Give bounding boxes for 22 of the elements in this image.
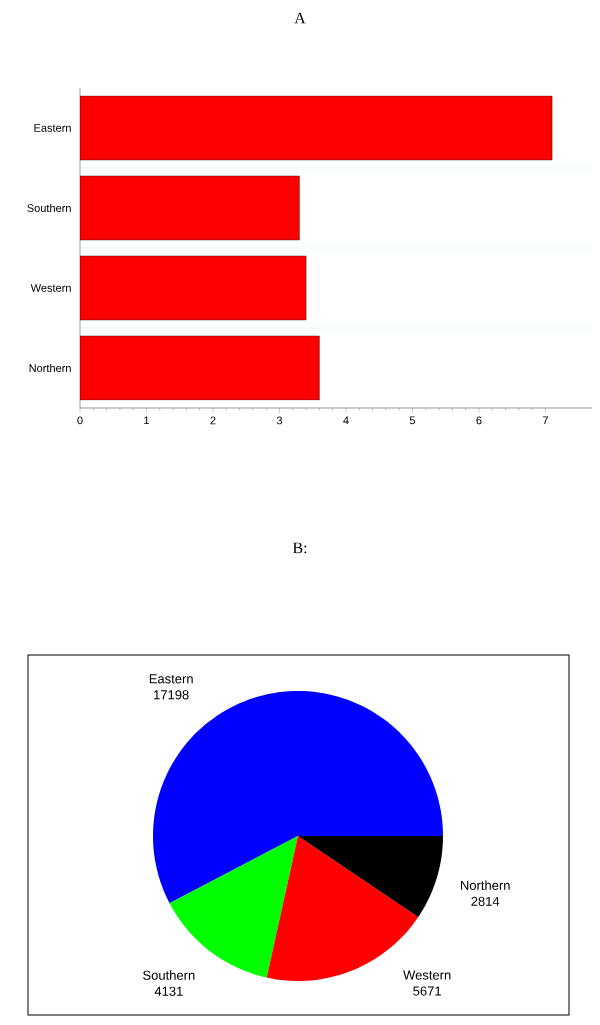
data-label: 4131 xyxy=(154,986,183,996)
chart-title: B: xyxy=(292,542,307,554)
x-tick-label: 1 xyxy=(144,416,150,425)
x-tick-label: 7 xyxy=(542,416,548,425)
x-tick-label: 4 xyxy=(343,416,349,425)
y-tick-label: Northern xyxy=(29,363,71,373)
y-tick-label: Western xyxy=(30,284,71,292)
slice-label: Western xyxy=(403,970,451,980)
x-tick-label: 6 xyxy=(476,416,482,425)
slice-label: Southern xyxy=(143,970,195,980)
chart-title: A xyxy=(294,12,306,24)
y-tick-label: Eastern xyxy=(34,124,71,132)
x-tick-label: 3 xyxy=(276,416,283,425)
data-label: 17198 xyxy=(154,690,189,700)
slice-label: Northern xyxy=(460,880,510,890)
x-tick-label: 2 xyxy=(210,416,216,425)
y-tick-label: Southern xyxy=(27,203,71,213)
data-label: 5671 xyxy=(413,986,441,996)
x-tick-label: 5 xyxy=(409,416,416,425)
data-label: 2814 xyxy=(471,896,500,906)
slice-label: Eastern xyxy=(149,674,193,684)
x-tick-label: 0 xyxy=(77,416,83,425)
